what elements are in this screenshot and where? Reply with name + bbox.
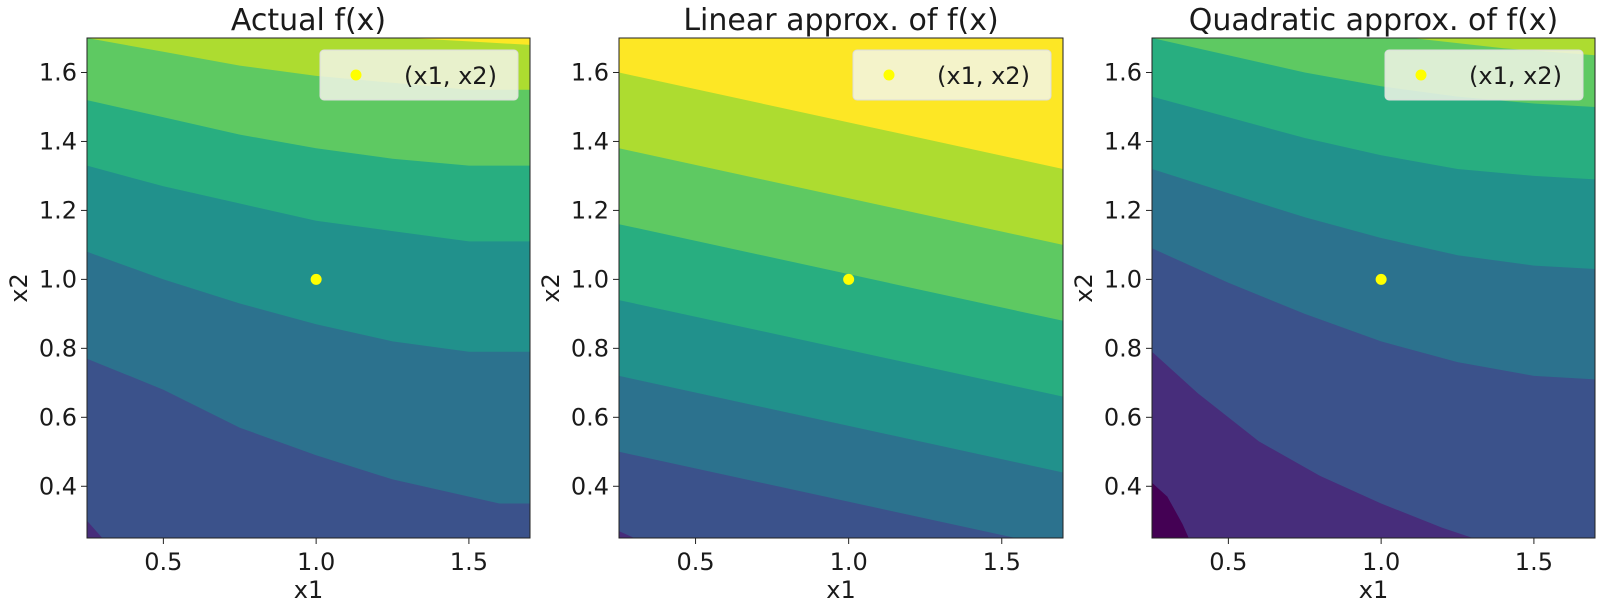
y-tick-label: 0.4: [1104, 472, 1142, 500]
y-tick-label: 0.6: [1104, 403, 1142, 431]
y-tick-label: 0.4: [39, 472, 77, 500]
x-axis-label: x1: [294, 576, 323, 604]
legend-marker: [350, 69, 362, 81]
x-tick-label: 1.5: [1515, 548, 1553, 576]
y-tick-label: 1.0: [1104, 265, 1142, 293]
legend-label: (x1, x2): [1469, 62, 1562, 90]
y-tick-label: 1.4: [571, 127, 609, 155]
x-tick-label: 0.5: [144, 548, 182, 576]
legend-label: (x1, x2): [404, 62, 497, 90]
y-tick-label: 0.8: [1104, 334, 1142, 362]
legend-box: [319, 49, 519, 101]
x-axis-label: x1: [1359, 576, 1388, 604]
contour-band: [87, 358, 530, 538]
legend: (x1, x2): [1384, 49, 1584, 101]
y-tick-label: 1.2: [39, 196, 77, 224]
contour-fill: [619, 38, 1063, 538]
y-tick-label: 1.2: [1104, 196, 1142, 224]
legend-label: (x1, x2): [937, 62, 1030, 90]
y-tick-label: 1.4: [39, 127, 77, 155]
legend-marker: [1415, 69, 1427, 81]
chart-title: Quadratic approx. of f(x): [1189, 3, 1558, 38]
y-tick-label: 0.8: [571, 334, 609, 362]
legend-box: [1384, 49, 1584, 101]
y-tick-label: 0.8: [39, 334, 77, 362]
y-tick-label: 1.6: [39, 58, 77, 86]
y-axis-label: x2: [537, 273, 565, 302]
x-tick-label: 1.0: [297, 548, 335, 576]
legend: (x1, x2): [852, 49, 1052, 101]
contour-band: [619, 451, 1016, 538]
x-tick-label: 1.0: [1362, 548, 1400, 576]
contour-band: [619, 531, 635, 538]
y-tick-label: 1.4: [1104, 127, 1142, 155]
subplot-2: 0.5 1.0 1.5 0.4 0.6 0.8 1.0 1.2 1.4 1.6 Linear app…: [537, 3, 1064, 604]
current-point-marker: [1375, 273, 1387, 285]
y-tick-label: 0.6: [571, 403, 609, 431]
axes-frame: [86, 37, 531, 539]
x-tick-label: 0.5: [676, 548, 714, 576]
x-tick-label: 1.5: [450, 548, 488, 576]
chart-title: Linear approx. of f(x): [683, 3, 998, 38]
contour-fill: [1152, 38, 1595, 538]
subplot-1: 0.5 1.0 1.5 0.4 0.6 0.8 1.0 1.2 1.4 1.6 Actual f(x…: [5, 3, 531, 604]
y-tick-label: 0.4: [571, 472, 609, 500]
current-point-marker: [310, 273, 322, 285]
y-tick-label: 1.2: [571, 196, 609, 224]
x-tick-label: 1.0: [830, 548, 868, 576]
y-tick-label: 1.0: [571, 265, 609, 293]
contour-band: [1152, 351, 1473, 538]
y-tick-label: 1.6: [571, 58, 609, 86]
current-point-marker: [843, 273, 855, 285]
y-axis-label: x2: [5, 273, 33, 302]
subplot-3: 0.5 1.0 1.5 0.4 0.6 0.8 1.0 1.2 1.4 1.6 Quadratic …: [1070, 3, 1596, 604]
x-tick-label: 0.5: [1209, 548, 1247, 576]
x-tick-label: 1.5: [983, 548, 1021, 576]
legend-box: [852, 49, 1052, 101]
y-tick-label: 1.0: [39, 265, 77, 293]
contour-band: [87, 520, 103, 538]
chart-title: Actual f(x): [231, 3, 386, 38]
axes-frame: [618, 37, 1064, 539]
contour-band: [1152, 482, 1189, 538]
y-tick-label: 1.6: [1104, 58, 1142, 86]
y-axis-label: x2: [1070, 273, 1098, 302]
legend: (x1, x2): [319, 49, 519, 101]
axes-frame: [1151, 37, 1596, 539]
legend-marker: [883, 69, 895, 81]
x-axis-label: x1: [826, 576, 855, 604]
y-tick-label: 0.6: [39, 403, 77, 431]
contour-fill: [87, 38, 530, 538]
